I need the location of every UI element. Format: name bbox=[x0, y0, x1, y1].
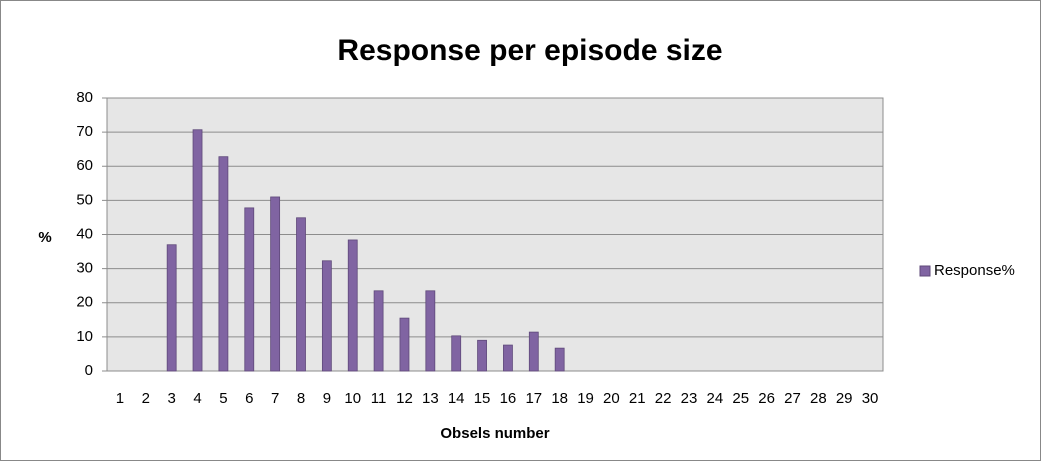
x-tick-label: 9 bbox=[323, 390, 331, 407]
x-tick-label: 16 bbox=[500, 390, 517, 407]
chart-title: Response per episode size bbox=[337, 34, 722, 67]
y-tick-label: 20 bbox=[76, 294, 93, 311]
x-tick-label: 11 bbox=[371, 390, 387, 407]
bar bbox=[503, 344, 513, 372]
bar bbox=[554, 347, 565, 372]
bar bbox=[399, 317, 410, 372]
x-tick-label: 5 bbox=[219, 390, 227, 407]
x-tick-label: 7 bbox=[271, 390, 279, 407]
x-axis-label: Obsels number bbox=[440, 425, 549, 442]
x-tick-label: 17 bbox=[525, 390, 542, 407]
bar bbox=[296, 217, 306, 372]
bar bbox=[347, 239, 358, 372]
x-tick-label: 22 bbox=[655, 390, 672, 407]
x-tick-label: 14 bbox=[448, 390, 465, 407]
x-tick-label: 2 bbox=[142, 390, 150, 407]
y-tick-label: 40 bbox=[76, 225, 93, 242]
x-tick-label: 29 bbox=[836, 390, 853, 407]
y-tick-label: 70 bbox=[76, 123, 93, 140]
x-tick-label: 19 bbox=[577, 390, 594, 407]
bar bbox=[192, 129, 203, 372]
y-axis-label: % bbox=[38, 229, 51, 246]
x-tick-label: 20 bbox=[603, 390, 620, 407]
x-tick-label: 10 bbox=[344, 390, 361, 407]
x-tick-label: 23 bbox=[681, 390, 698, 407]
y-tick-label: 60 bbox=[76, 157, 93, 174]
legend-label: Response% bbox=[934, 262, 1015, 279]
bar bbox=[373, 290, 384, 372]
x-tick-label: 1 bbox=[116, 390, 124, 407]
bar bbox=[425, 290, 436, 372]
x-tick-label: 30 bbox=[862, 390, 879, 407]
x-tick-label: 6 bbox=[245, 390, 253, 407]
bar bbox=[244, 207, 255, 372]
x-tick-label: 25 bbox=[732, 390, 749, 407]
bar bbox=[451, 335, 462, 372]
x-tick-label: 8 bbox=[297, 390, 305, 407]
x-tick-label: 26 bbox=[758, 390, 775, 407]
legend-swatch bbox=[919, 265, 931, 277]
x-tick-label: 15 bbox=[474, 390, 491, 407]
bar bbox=[528, 331, 539, 372]
y-tick-label: 80 bbox=[76, 89, 93, 106]
x-tick-label: 27 bbox=[784, 390, 801, 407]
bar bbox=[218, 156, 229, 372]
x-tick-label: 21 bbox=[629, 390, 646, 407]
bar bbox=[270, 196, 281, 372]
x-tick-label: 12 bbox=[396, 390, 413, 407]
x-tick-label: 24 bbox=[707, 390, 724, 407]
bar bbox=[166, 244, 177, 372]
y-tick-label: 0 bbox=[85, 362, 93, 379]
x-tick-label: 4 bbox=[193, 390, 201, 407]
x-tick-label: 18 bbox=[551, 390, 568, 407]
x-tick-label: 3 bbox=[167, 390, 175, 407]
bar bbox=[477, 339, 487, 372]
y-tick-label: 10 bbox=[76, 328, 93, 345]
x-tick-label: 13 bbox=[422, 390, 439, 407]
x-tick-label: 28 bbox=[810, 390, 827, 407]
bar bbox=[321, 260, 332, 372]
y-tick-label: 50 bbox=[76, 191, 93, 208]
y-tick-label: 30 bbox=[76, 260, 93, 277]
